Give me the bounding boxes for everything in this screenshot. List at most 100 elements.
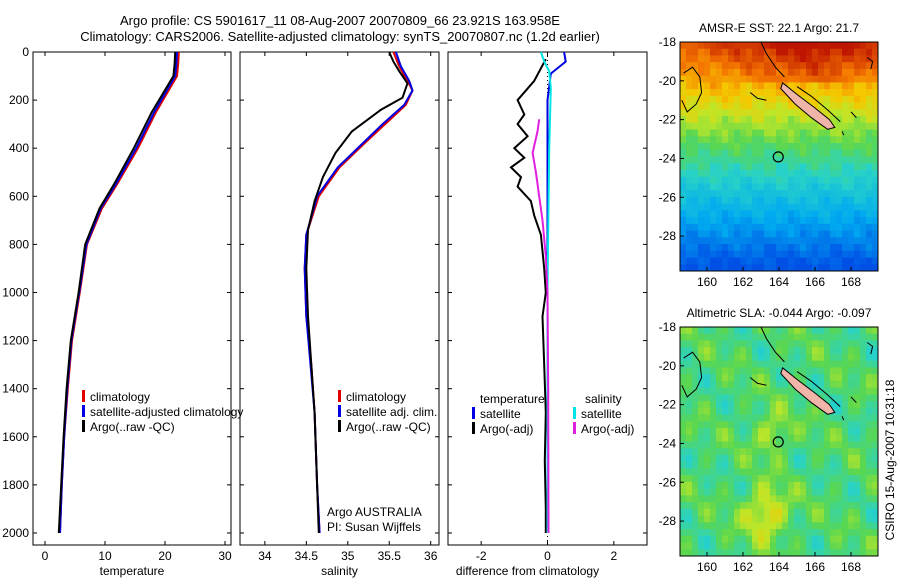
sla-heatmap-cell <box>812 428 819 436</box>
sst-heatmap-cell <box>764 149 771 158</box>
sst-heatmap-cell <box>836 176 843 185</box>
sla-heatmap-cell <box>770 401 777 409</box>
sla-heatmap-cell <box>758 441 765 449</box>
sla-heatmap-cell <box>782 407 789 416</box>
sla-heatmap-cell <box>854 347 861 355</box>
sst-heatmap-cell <box>860 156 867 164</box>
sla-heatmap-cell <box>806 488 813 496</box>
sla-heatmap-cell <box>722 515 729 523</box>
sla-heatmap-cell <box>704 380 711 389</box>
sla-heatmap-cell <box>830 401 837 409</box>
sst-heatmap-cell <box>740 42 747 50</box>
sla-heatmap-cell <box>776 360 783 369</box>
sla-heatmap-cell <box>866 421 873 429</box>
sla-heatmap-cell <box>776 441 783 449</box>
sla-heatmap-cell <box>830 434 837 443</box>
sst-heatmap-cell <box>728 176 735 185</box>
sla-heatmap-cell <box>776 502 783 510</box>
sla-heatmap-cell <box>740 374 747 382</box>
sst-heatmap-cell <box>686 163 693 171</box>
sla-heatmap-cell <box>770 461 777 470</box>
sla-heatmap-cell <box>872 468 878 476</box>
sla-heatmap-cell <box>686 340 693 348</box>
sst-heatmap-cell <box>710 217 717 225</box>
sla-heatmap-cell <box>776 495 783 503</box>
sst-heatmap-cell <box>740 109 747 117</box>
sla-heatmap-cell <box>800 441 807 449</box>
sla-xtick-label: 162 <box>733 560 753 574</box>
sla-heatmap-cell <box>716 441 723 449</box>
sst-heatmap-cell <box>704 75 711 84</box>
sst-heatmap-cell <box>860 136 867 144</box>
sla-heatmap-cell <box>866 448 873 456</box>
sla-heatmap-cell <box>794 441 801 449</box>
sst-heatmap-cell <box>806 122 813 131</box>
sla-map-panel: Altimetric SLA: -0.044 Argo: -0.097 160 1… <box>659 306 879 574</box>
sla-heatmap-cell <box>746 387 753 395</box>
sst-heatmap-cell <box>830 264 837 271</box>
sla-heatmap-cell <box>692 468 699 476</box>
sst-heatmap-cell <box>686 244 693 252</box>
sla-heatmap-cell <box>848 508 855 517</box>
sst-heatmap-cell <box>710 48 717 57</box>
sla-heatmap-cell <box>734 353 741 362</box>
sst-heatmap-cell <box>848 223 855 232</box>
sst-heatmap-cell <box>854 136 861 144</box>
sla-heatmap-cell <box>812 333 819 342</box>
sst-heatmap-cell <box>830 89 837 97</box>
sst-heatmap-cell <box>866 169 873 178</box>
sla-heatmap-cell <box>746 414 753 422</box>
sst-heatmap-cell <box>680 48 687 57</box>
salinity-xtick-label: 34.5 <box>295 549 319 563</box>
sst-heatmap-cell <box>722 237 729 245</box>
sla-heatmap-cell <box>698 448 705 456</box>
sst-heatmap-cell <box>824 210 831 218</box>
sst-heatmap-cell <box>692 129 699 137</box>
sst-heatmap-cell <box>812 196 819 205</box>
sla-heatmap-cell <box>794 488 801 496</box>
sla-heatmap-cell <box>788 529 795 537</box>
sla-heatmap-cell <box>776 488 783 496</box>
sst-heatmap-cell <box>866 257 873 265</box>
sst-heatmap-cell <box>710 102 717 110</box>
sst-heatmap-cell <box>776 223 783 232</box>
sst-heatmap-cell <box>836 196 843 205</box>
header-line-2: Climatology: CARS2006. Satellite-adjuste… <box>80 29 600 44</box>
sla-heatmap-cell <box>872 502 878 510</box>
sla-heatmap-cell <box>686 522 693 530</box>
sst-heatmap-cell <box>848 190 855 198</box>
sst-heatmap-cell <box>872 203 878 211</box>
sla-heatmap-cell <box>746 488 753 496</box>
sst-heatmap-cell <box>704 129 711 137</box>
sla-heatmap-cell <box>710 340 717 348</box>
sst-heatmap-cell <box>770 183 777 191</box>
sla-heatmap-cell <box>704 327 711 335</box>
sst-heatmap-cell <box>812 89 819 97</box>
sst-heatmap-cell <box>716 210 723 218</box>
sla-heatmap-cell <box>806 535 813 544</box>
sla-heatmap-cell <box>848 428 855 436</box>
sst-heatmap-cell <box>710 149 717 158</box>
sst-heatmap-cell <box>866 102 873 110</box>
sst-heatmap-cell <box>752 116 759 124</box>
sst-heatmap-cell <box>866 203 873 211</box>
difference-xtick-label: -2 <box>476 549 487 563</box>
sst-heatmap-cell <box>806 55 813 63</box>
sla-heatmap-cell <box>746 340 753 348</box>
sla-heatmap-cell <box>818 522 825 530</box>
sst-heatmap-cell <box>722 190 729 198</box>
sla-heatmap-cell <box>842 401 849 409</box>
sla-heatmap-cell <box>704 488 711 496</box>
sla-heatmap-cell <box>722 387 729 395</box>
sst-heatmap-cell <box>680 136 687 144</box>
sst-heatmap-cell <box>746 176 753 185</box>
sla-heatmap-cell <box>710 414 717 422</box>
sla-heatmap-cell <box>836 495 843 503</box>
sla-ytick-label: -26 <box>659 475 677 489</box>
sla-heatmap-cell <box>836 367 843 375</box>
sst-heatmap-cell <box>740 122 747 131</box>
sst-heatmap-cell <box>734 122 741 131</box>
sla-heatmap-cell <box>698 333 705 342</box>
sla-heatmap-cell <box>794 394 801 402</box>
sla-heatmap-cell <box>698 360 705 369</box>
